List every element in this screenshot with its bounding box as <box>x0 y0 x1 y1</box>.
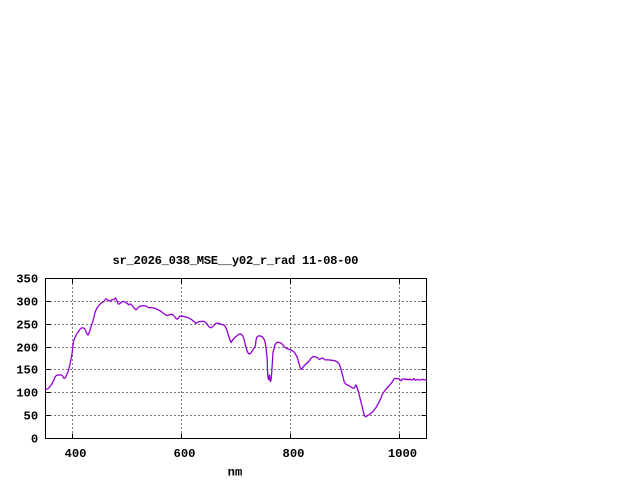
svg-text:200: 200 <box>16 342 38 356</box>
svg-text:350: 350 <box>16 273 38 287</box>
svg-text:0: 0 <box>31 433 38 447</box>
svg-text:150: 150 <box>16 364 38 378</box>
svg-text:1000: 1000 <box>388 447 417 461</box>
svg-text:400: 400 <box>65 447 87 461</box>
svg-text:250: 250 <box>16 319 38 333</box>
svg-text:800: 800 <box>283 447 305 461</box>
svg-text:600: 600 <box>174 447 196 461</box>
svg-text:nm: nm <box>228 466 243 480</box>
svg-text:50: 50 <box>24 410 39 424</box>
svg-text:sr_2026_038_MSE__y02_r_rad 11-: sr_2026_038_MSE__y02_r_rad 11-08-00 <box>113 254 359 268</box>
svg-text:100: 100 <box>16 387 38 401</box>
svg-text:300: 300 <box>16 296 38 310</box>
